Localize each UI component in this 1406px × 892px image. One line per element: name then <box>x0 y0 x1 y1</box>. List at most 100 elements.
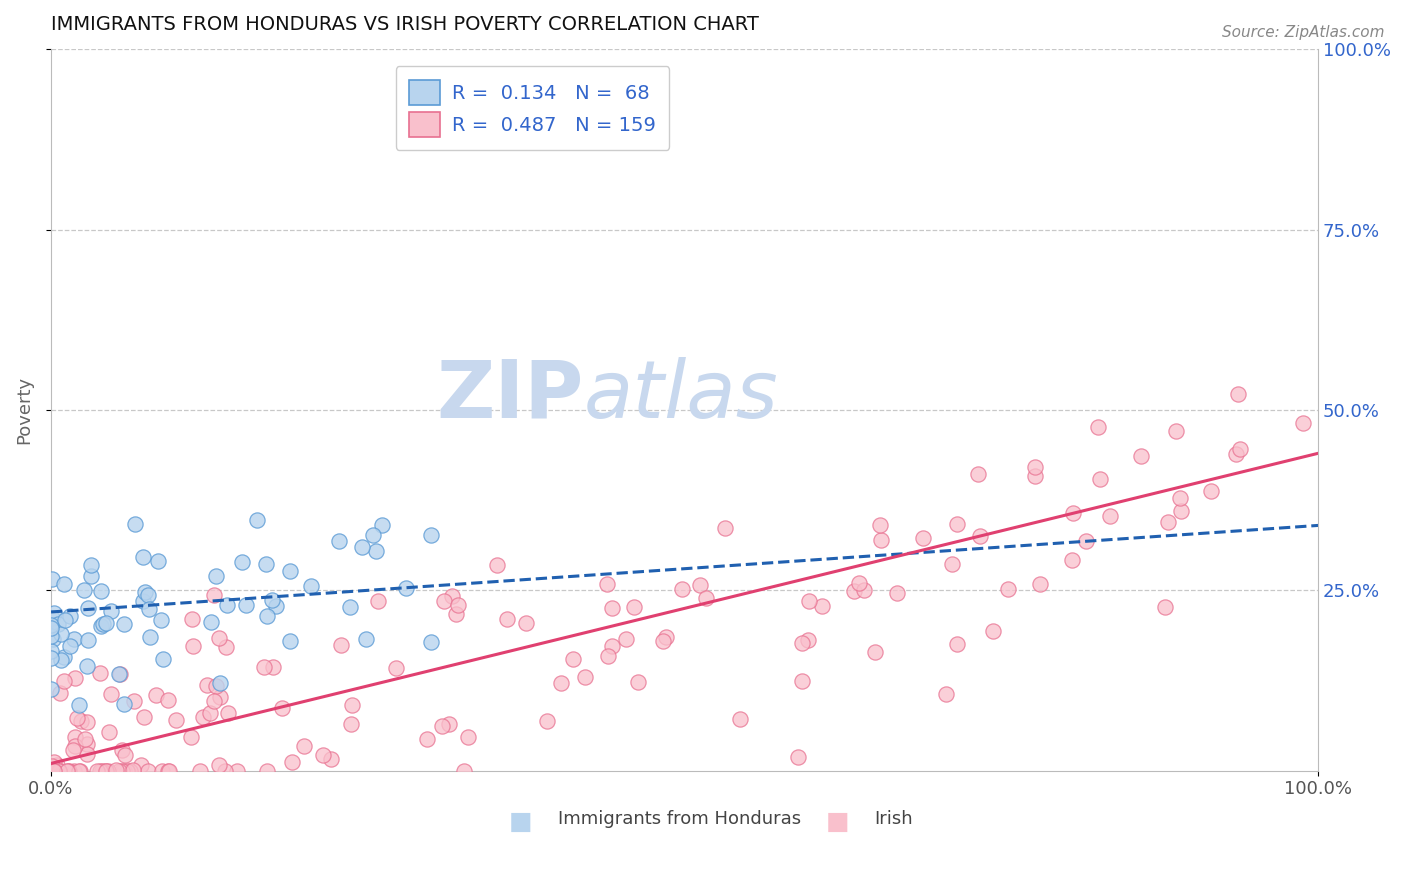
Point <box>73 583 96 598</box>
Point <box>48 764 70 778</box>
Text: ZIP: ZIP <box>436 357 583 434</box>
Point <box>981 624 1004 638</box>
Point <box>181 639 204 653</box>
Point <box>112 616 135 631</box>
Point <box>550 676 572 690</box>
Point <box>41 629 63 643</box>
Point <box>1199 483 1222 498</box>
Point <box>42 755 65 769</box>
Point <box>150 764 173 778</box>
Point <box>76 715 98 730</box>
Point <box>49 627 72 641</box>
Point <box>157 764 180 778</box>
Point <box>790 673 813 688</box>
Point <box>886 585 908 599</box>
Point <box>122 764 145 778</box>
Point <box>457 730 479 744</box>
Point <box>138 602 160 616</box>
Point <box>48 764 70 778</box>
Text: Irish: Irish <box>875 810 914 829</box>
Point <box>600 601 623 615</box>
Point <box>1157 515 1180 529</box>
Point <box>312 747 335 762</box>
Text: Immigrants from Honduras: Immigrants from Honduras <box>558 810 801 829</box>
Point <box>1088 472 1111 486</box>
Point <box>157 693 180 707</box>
Point <box>935 687 957 701</box>
Point <box>1024 459 1046 474</box>
Point <box>132 549 155 564</box>
Point <box>281 755 304 769</box>
Point <box>294 739 316 753</box>
Point <box>100 687 122 701</box>
Point <box>90 584 112 599</box>
Point <box>56 764 79 778</box>
Point <box>695 591 717 605</box>
Point <box>1164 424 1187 438</box>
Point <box>217 706 239 721</box>
Point <box>235 598 257 612</box>
Point <box>1074 534 1097 549</box>
Point <box>41 632 63 647</box>
Point <box>207 757 229 772</box>
Point <box>114 764 136 778</box>
Point <box>124 694 146 708</box>
Point <box>59 608 82 623</box>
Point <box>76 659 98 673</box>
Point <box>39 681 62 696</box>
Point <box>124 517 146 532</box>
Point <box>496 612 519 626</box>
Point <box>86 764 108 778</box>
Point <box>651 634 673 648</box>
Point <box>112 697 135 711</box>
Point <box>63 672 86 686</box>
Point <box>444 607 467 622</box>
Point <box>253 660 276 674</box>
Point <box>395 581 418 595</box>
Point <box>180 730 202 744</box>
Point <box>96 764 118 778</box>
Point <box>946 637 969 651</box>
Point <box>280 633 302 648</box>
Point <box>114 748 136 763</box>
Point <box>561 651 583 665</box>
Point <box>198 706 221 721</box>
Point <box>1229 442 1251 456</box>
Point <box>256 764 278 778</box>
Point <box>339 599 361 614</box>
Point <box>912 532 935 546</box>
Point <box>62 632 84 646</box>
Point <box>420 634 443 648</box>
Point <box>59 639 82 653</box>
Point <box>67 698 90 712</box>
Point <box>62 764 84 778</box>
Point <box>91 764 114 778</box>
Point <box>321 752 343 766</box>
Point <box>205 568 228 582</box>
Point <box>129 758 152 772</box>
Point <box>105 763 128 777</box>
Point <box>447 598 470 612</box>
Point <box>46 616 69 631</box>
Point <box>200 615 222 630</box>
Point <box>55 613 77 627</box>
Point <box>67 764 90 778</box>
Point <box>1225 447 1247 461</box>
Point <box>536 714 558 728</box>
Point <box>714 521 737 535</box>
Point <box>1170 504 1192 518</box>
Point <box>299 579 322 593</box>
Point <box>328 533 350 548</box>
Point <box>145 688 167 702</box>
Point <box>246 513 269 527</box>
Point <box>340 717 363 731</box>
Point <box>329 639 352 653</box>
Point <box>90 619 112 633</box>
Point <box>66 710 89 724</box>
Point <box>270 700 292 714</box>
Point <box>215 640 238 655</box>
Point <box>202 694 225 708</box>
Point <box>787 750 810 764</box>
Point <box>350 541 373 555</box>
Point <box>193 710 215 724</box>
